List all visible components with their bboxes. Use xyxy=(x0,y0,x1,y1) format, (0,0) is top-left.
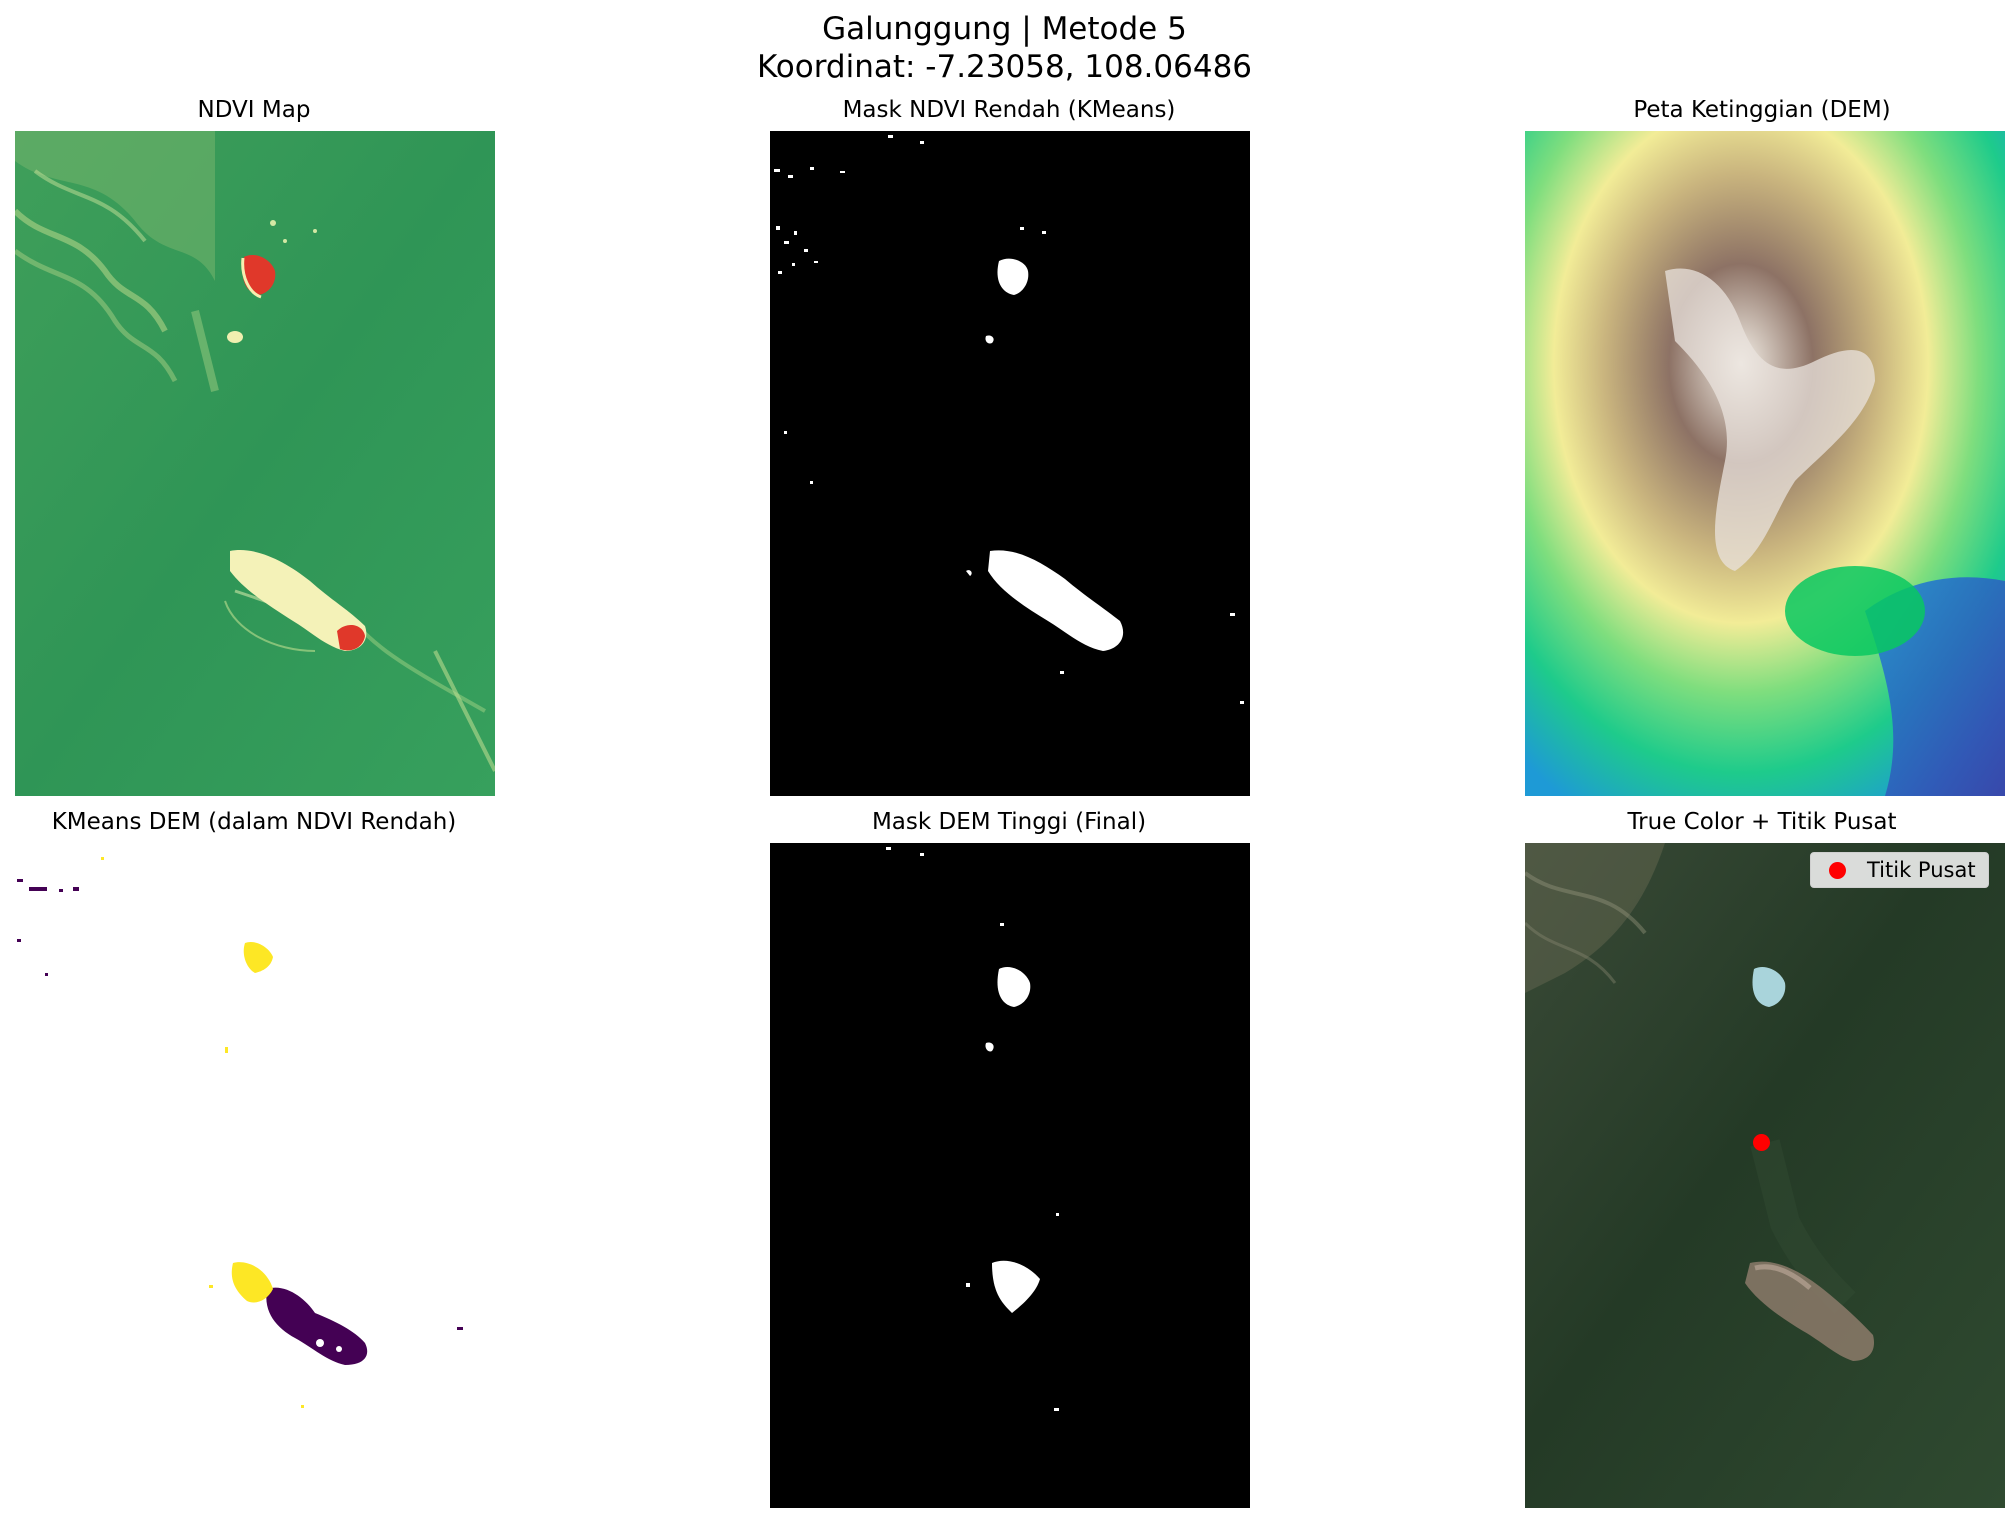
mask-ndvi-image xyxy=(770,131,1250,796)
mask-dem-image xyxy=(770,843,1250,1508)
figure-title: Galunggung | Metode 5 xyxy=(822,11,1187,47)
true-color-image xyxy=(1525,843,2005,1508)
panel-title-mask-ndvi: Mask NDVI Rendah (KMeans) xyxy=(842,97,1176,123)
panel-title-ndvi: NDVI Map xyxy=(197,97,311,123)
legend: Titik Pusat xyxy=(1810,852,1989,888)
panel-title-dem: Peta Ketinggian (DEM) xyxy=(1633,97,1891,123)
kmeans-dem-image xyxy=(15,843,495,1508)
panel-title-kmeans-dem: KMeans DEM (dalam NDVI Rendah) xyxy=(51,809,457,835)
figure-subtitle: Koordinat: -7.23058, 108.06486 xyxy=(756,49,1253,85)
center-point-marker xyxy=(1753,1134,1770,1151)
panel-title-true-color: True Color + Titik Pusat xyxy=(1627,809,1897,835)
legend-marker-icon xyxy=(1829,862,1846,879)
dem-image xyxy=(1525,131,2005,796)
panel-title-mask-dem: Mask DEM Tinggi (Final) xyxy=(871,809,1147,835)
legend-label: Titik Pusat xyxy=(1867,858,1976,882)
ndvi-map-image xyxy=(15,131,495,796)
